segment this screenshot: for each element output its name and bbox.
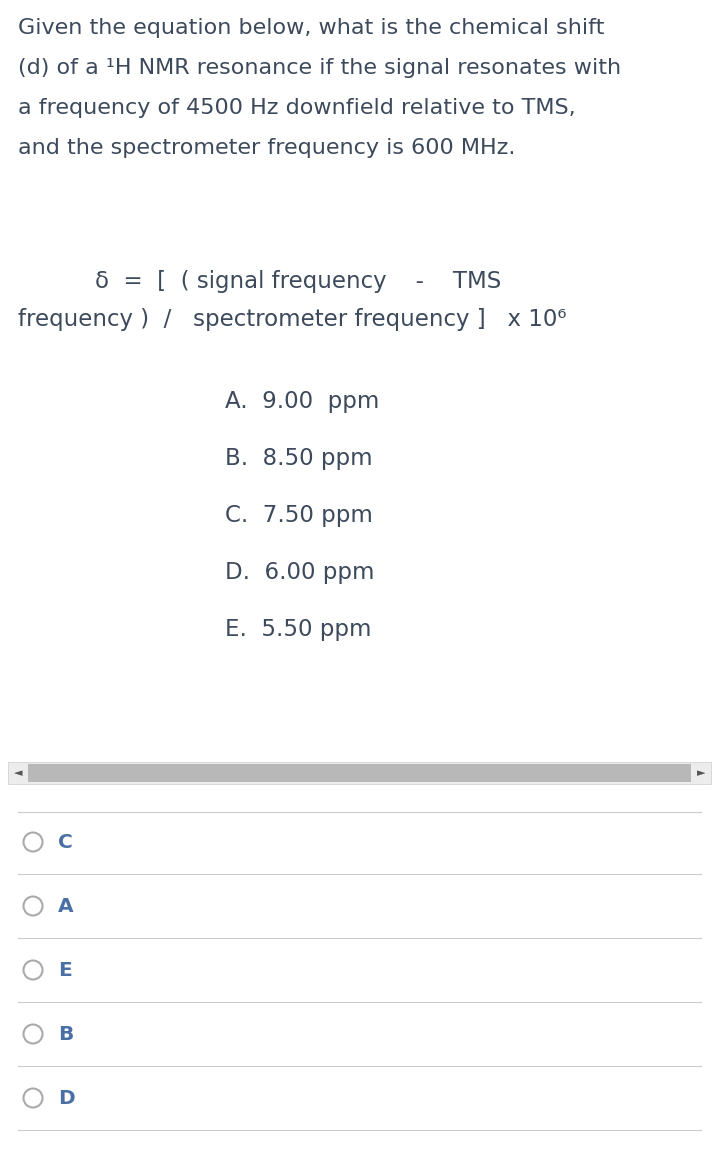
Text: E: E — [58, 960, 72, 980]
Text: frequency )  /   spectrometer frequency ]   x 10⁶: frequency ) / spectrometer frequency ] x… — [18, 308, 567, 331]
Bar — [8, 762, 711, 784]
Text: ►: ► — [697, 768, 705, 778]
Text: A.  9.00  ppm: A. 9.00 ppm — [225, 390, 380, 413]
Text: C.  7.50 ppm: C. 7.50 ppm — [225, 504, 373, 527]
Text: and the spectrometer frequency is 600 MHz.: and the spectrometer frequency is 600 MH… — [18, 138, 516, 158]
Text: δ  =  [  ( signal frequency    -    TMS: δ = [ ( signal frequency - TMS — [95, 270, 501, 294]
Text: A: A — [58, 897, 73, 915]
Text: D: D — [58, 1089, 75, 1107]
Text: (d) of a ¹H NMR resonance if the signal resonates with: (d) of a ¹H NMR resonance if the signal … — [18, 58, 621, 78]
Text: Given the equation below, what is the chemical shift: Given the equation below, what is the ch… — [18, 18, 605, 38]
Text: C: C — [58, 832, 73, 852]
Bar — [28, 764, 691, 782]
Text: B.  8.50 ppm: B. 8.50 ppm — [225, 447, 372, 470]
Text: B: B — [58, 1024, 73, 1044]
Text: a frequency of 4500 Hz downfield relative to TMS,: a frequency of 4500 Hz downfield relativ… — [18, 98, 576, 119]
Text: D.  6.00 ppm: D. 6.00 ppm — [225, 561, 375, 584]
Text: E.  5.50 ppm: E. 5.50 ppm — [225, 618, 372, 641]
Text: ◄: ◄ — [14, 768, 22, 778]
